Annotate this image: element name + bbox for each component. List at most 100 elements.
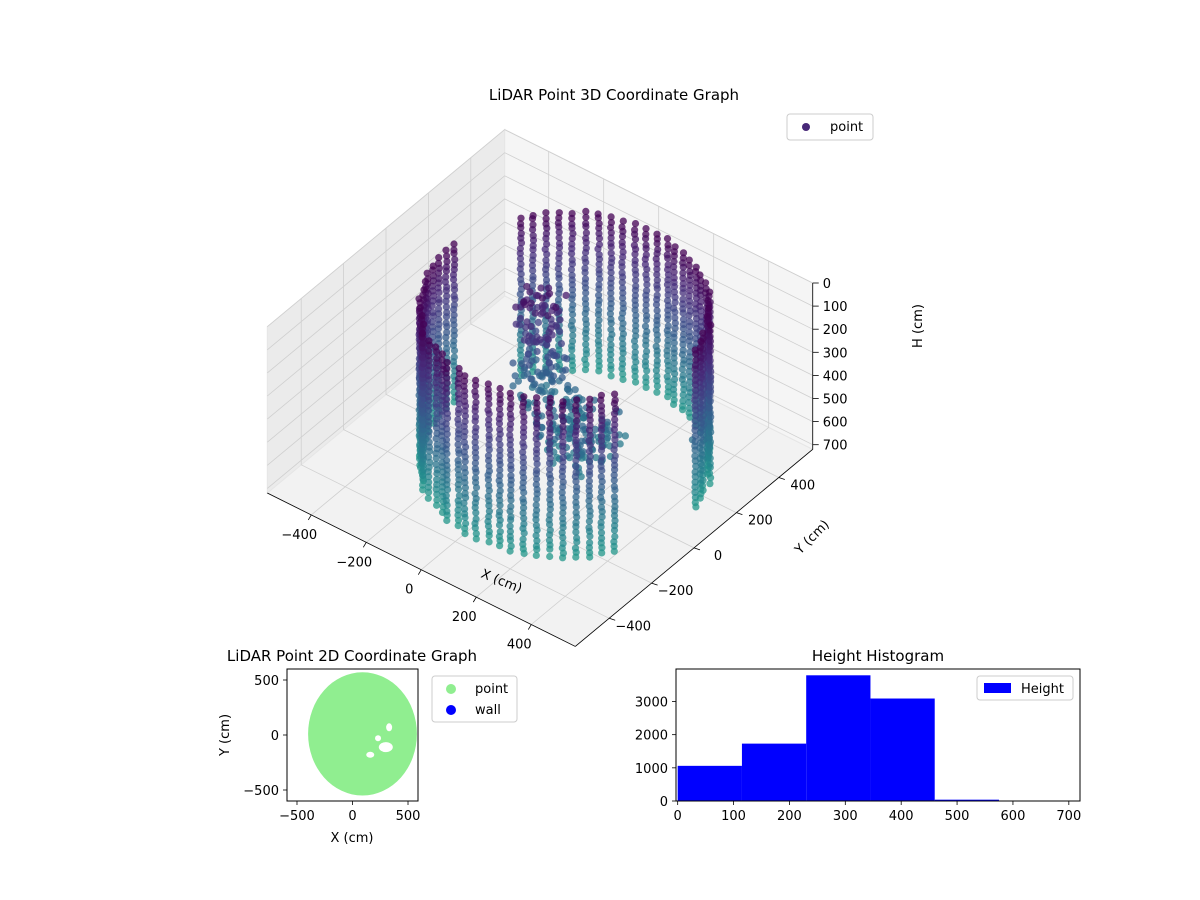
point-3d bbox=[619, 289, 627, 297]
point-3d bbox=[443, 471, 451, 479]
point-3d bbox=[663, 235, 672, 243]
point-3d bbox=[691, 361, 700, 369]
point-3d bbox=[611, 416, 619, 424]
point-3d bbox=[544, 312, 552, 320]
point-3d bbox=[597, 432, 606, 440]
point-3d bbox=[685, 404, 694, 412]
point-3d bbox=[512, 320, 520, 328]
point-3d bbox=[533, 485, 541, 493]
point-3d bbox=[607, 259, 616, 267]
point-3d bbox=[546, 480, 554, 488]
point-3d bbox=[534, 368, 542, 376]
point-3d bbox=[454, 420, 462, 428]
point-3d bbox=[484, 452, 493, 460]
point-3d bbox=[705, 448, 714, 457]
point-3d bbox=[670, 345, 678, 353]
point-3d bbox=[679, 371, 687, 379]
point-3d bbox=[586, 532, 594, 540]
point-3d bbox=[610, 482, 619, 491]
point-3d bbox=[679, 320, 688, 328]
point-3d bbox=[573, 452, 581, 460]
point-3d bbox=[545, 359, 553, 367]
point-3d bbox=[533, 420, 541, 428]
point-3d bbox=[443, 258, 451, 266]
point-3d bbox=[664, 341, 672, 349]
point-3d bbox=[598, 453, 606, 461]
point-3d bbox=[670, 288, 679, 296]
point-3d bbox=[653, 382, 662, 390]
point-3d bbox=[630, 337, 639, 345]
point-3d bbox=[706, 397, 714, 405]
point-3d bbox=[425, 362, 433, 370]
chart-2d-xlabel: X (cm) bbox=[331, 831, 374, 846]
point-3d bbox=[567, 265, 576, 274]
point-3d bbox=[507, 502, 515, 511]
histogram-legend-label: Height bbox=[1021, 682, 1064, 697]
point-3d bbox=[520, 529, 528, 537]
point-3d bbox=[596, 275, 604, 283]
point-cloud-gap bbox=[375, 735, 382, 742]
point-3d bbox=[526, 288, 534, 296]
point-3d bbox=[454, 516, 463, 524]
point-3d bbox=[631, 348, 639, 356]
point-3d bbox=[542, 276, 551, 284]
point-3d bbox=[461, 428, 469, 436]
point-3d bbox=[578, 437, 586, 445]
point-3d bbox=[454, 456, 462, 465]
point-3d bbox=[664, 311, 672, 319]
point-3d bbox=[420, 320, 428, 328]
point-3d bbox=[516, 255, 525, 263]
chart-2d-ylabel: Y (cm) bbox=[218, 714, 233, 757]
point-3d bbox=[506, 532, 514, 541]
point-3d bbox=[619, 370, 627, 378]
point-3d bbox=[506, 420, 515, 428]
y-tick-label: 3000 bbox=[635, 696, 668, 711]
point-3d bbox=[555, 249, 563, 257]
point-3d bbox=[509, 359, 517, 367]
point-3d bbox=[559, 463, 567, 471]
point-3d bbox=[484, 406, 492, 414]
point-3d bbox=[632, 245, 640, 253]
point-3d bbox=[460, 382, 468, 390]
point-3d bbox=[419, 370, 427, 378]
point-3d bbox=[607, 274, 615, 283]
point-3d bbox=[597, 503, 606, 511]
point-3d bbox=[707, 367, 715, 376]
point-3d bbox=[568, 337, 577, 345]
point-3d bbox=[433, 496, 441, 504]
point-3d bbox=[664, 291, 672, 299]
point-3d bbox=[642, 306, 650, 315]
point-3d bbox=[433, 348, 441, 356]
point-3d bbox=[581, 366, 590, 374]
point-3d bbox=[556, 316, 564, 324]
point-3d bbox=[606, 356, 615, 364]
point-3d bbox=[610, 446, 618, 454]
point-3d bbox=[484, 380, 492, 388]
point-3d bbox=[523, 318, 531, 326]
grid-line-h bbox=[267, 152, 813, 351]
chart-3d-points bbox=[415, 207, 715, 562]
point-3d bbox=[419, 339, 427, 347]
point-3d bbox=[454, 466, 462, 474]
point-3d bbox=[507, 461, 515, 470]
point-3d bbox=[582, 334, 590, 343]
point-3d bbox=[691, 376, 700, 384]
point-3d bbox=[533, 466, 541, 474]
point-3d bbox=[706, 423, 714, 431]
chart-2d-legend-marker-point bbox=[446, 684, 456, 694]
point-3d bbox=[450, 281, 458, 289]
point-3d bbox=[527, 375, 535, 383]
point-3d bbox=[542, 230, 551, 238]
point-3d bbox=[653, 306, 661, 315]
point-3d bbox=[555, 209, 563, 217]
point-3d bbox=[697, 374, 705, 382]
x-tick-label: 0 bbox=[405, 583, 413, 598]
point-3d bbox=[670, 283, 679, 291]
point-3d bbox=[643, 367, 651, 375]
histogram-legend: Height bbox=[976, 675, 1074, 701]
point-3d bbox=[663, 281, 672, 289]
point-3d bbox=[485, 482, 493, 490]
point-3d bbox=[569, 366, 577, 375]
point-3d bbox=[442, 273, 450, 281]
point-3d bbox=[531, 380, 539, 388]
